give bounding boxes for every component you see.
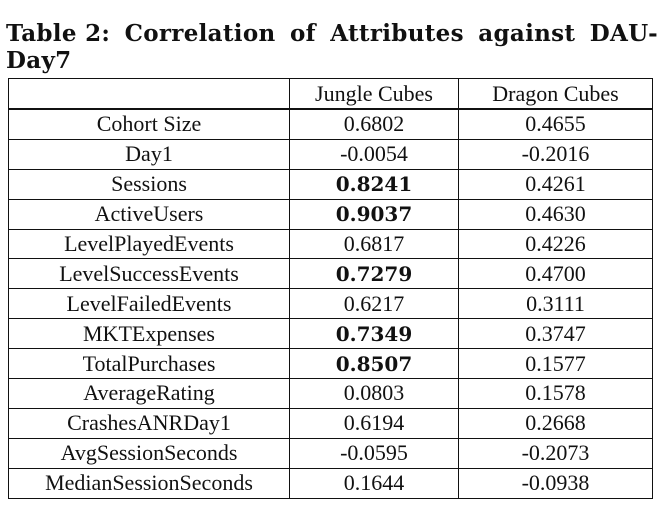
jungle-cubes-cell: 0.8507 [289,348,459,380]
correlation-table: Jungle Cubes Dragon Cubes Cohort Size 0.6… [8,78,653,499]
jungle-cubes-cell: -0.0595 [289,437,459,469]
table-body: Cohort Size 0.6802 0.4655 Day1 -0.0054 -0.201… [8,108,653,499]
table-row: MedianSessionSeconds 0.1644 -0.0938 [8,467,653,499]
dragon-cubes-cell: -0.2016 [458,138,653,170]
dragon-cubes-cell: 0.4655 [458,108,653,140]
attribute-cell: Sessions [8,168,290,200]
header-cell-blank [8,78,290,110]
jungle-cubes-cell: 0.6802 [289,108,459,140]
jungle-cubes-cell: 0.9037 [289,198,459,230]
dragon-cubes-cell: 0.3111 [458,288,653,320]
table-row: MKTExpenses 0.7349 0.3747 [8,318,653,350]
table-row: Cohort Size 0.6802 0.4655 [8,108,653,140]
jungle-cubes-cell: 0.7279 [289,258,459,290]
dragon-cubes-cell: 0.2668 [458,407,653,439]
table-row: ActiveUsers 0.9037 0.4630 [8,198,653,230]
dragon-cubes-cell: 0.4630 [458,198,653,230]
caption-word: against [478,20,576,47]
caption-word: Correlation [124,20,276,47]
table-row: Day1 -0.0054 -0.2016 [8,138,653,170]
table-caption: Table 2: Correlation of Attributes again… [6,20,658,74]
dragon-cubes-cell: -0.0938 [458,467,653,499]
attribute-cell: LevelPlayedEvents [8,228,290,260]
dragon-cubes-cell: 0.3747 [458,318,653,350]
jungle-cubes-cell: 0.6217 [289,288,459,320]
jungle-cubes-cell: 0.1644 [289,467,459,499]
attribute-cell: MKTExpenses [8,318,290,350]
jungle-cubes-cell: 0.6194 [289,407,459,439]
attribute-cell: AvgSessionSeconds [8,437,290,469]
attribute-cell: ActiveUsers [8,198,290,230]
table-row: Sessions 0.8241 0.4261 [8,168,653,200]
jungle-cubes-cell: 0.0803 [289,378,459,409]
caption-word: of [289,20,316,47]
table-header-row: Jungle Cubes Dragon Cubes [8,78,653,110]
table-row: AverageRating 0.0803 0.1578 [8,378,653,409]
attribute-cell: MedianSessionSeconds [8,467,290,499]
attribute-cell: CrashesANRDay1 [8,407,290,439]
dragon-cubes-cell: 0.1577 [458,348,653,380]
table-row: LevelPlayedEvents 0.6817 0.4226 [8,228,653,260]
jungle-cubes-cell: 0.8241 [289,168,459,200]
header-cell-jungle-cubes: Jungle Cubes [289,78,459,110]
jungle-cubes-cell: 0.6817 [289,228,459,260]
dragon-cubes-cell: 0.1578 [458,378,653,409]
attribute-cell: Day1 [8,138,290,170]
table-row: TotalPurchases 0.8507 0.1577 [8,348,653,380]
caption-word: Attributes [330,20,464,47]
table-row: CrashesANRDay1 0.6194 0.2668 [8,407,653,439]
jungle-cubes-cell: 0.7349 [289,318,459,350]
attribute-cell: LevelFailedEvents [8,288,290,320]
caption-word: DAU- [589,20,658,47]
dragon-cubes-cell: 0.4261 [458,168,653,200]
attribute-cell: AverageRating [8,378,290,409]
caption-line-2: Day7 [6,47,72,74]
jungle-cubes-cell: -0.0054 [289,138,459,170]
dragon-cubes-cell: 0.4226 [458,228,653,260]
table-row: LevelFailedEvents 0.6217 0.3111 [8,288,653,320]
header-cell-dragon-cubes: Dragon Cubes [458,78,653,110]
attribute-cell: TotalPurchases [8,348,290,380]
table-row: LevelSuccessEvents 0.7279 0.4700 [8,258,653,290]
caption-label: Table 2: [6,20,111,47]
dragon-cubes-cell: 0.4700 [458,258,653,290]
caption-line-1: Table 2: Correlation of Attributes again… [6,20,658,47]
dragon-cubes-cell: -0.2073 [458,437,653,469]
attribute-cell: Cohort Size [8,108,290,140]
attribute-cell: LevelSuccessEvents [8,258,290,290]
table-row: AvgSessionSeconds -0.0595 -0.2073 [8,437,653,469]
